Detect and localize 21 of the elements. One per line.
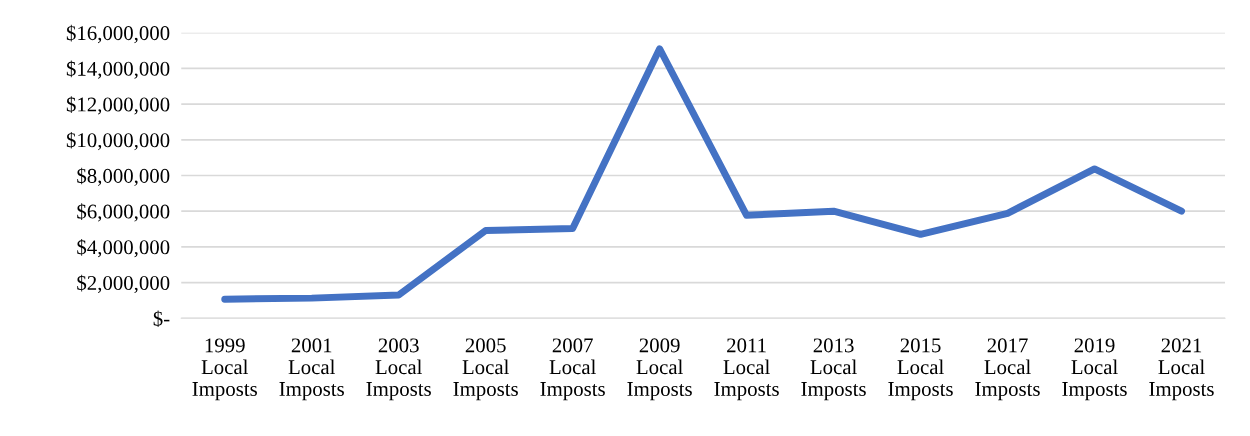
x-tick-label: 2003 Local Imposts — [366, 338, 431, 401]
x-tick-label: 2017 Local Imposts — [975, 338, 1040, 401]
y-tick-label: $16,000,000 — [66, 24, 170, 44]
y-tick-label: $14,000,000 — [66, 60, 170, 79]
y-tick-label: $- — [153, 310, 170, 328]
x-tick-label: 2015 Local Imposts — [888, 338, 953, 401]
x-tick-label: 2011 Local Imposts — [714, 338, 779, 401]
y-tick-label: $8,000,000 — [77, 167, 170, 186]
x-tick-label: 2013 Local Imposts — [801, 338, 866, 401]
x-tick-label: 2009 Local Imposts — [627, 338, 692, 401]
x-tick-label: 2007 Local Imposts — [540, 338, 605, 401]
x-tick-label: 2019 Local Imposts — [1062, 338, 1127, 401]
y-tick-label: $2,000,000 — [77, 274, 170, 294]
y-tick-label: $12,000,000 — [66, 96, 170, 115]
x-tick-label: 2001 Local Imposts — [279, 338, 344, 401]
y-tick-label: $10,000,000 — [66, 131, 170, 151]
x-tick-label: 2005 Local Imposts — [453, 338, 518, 401]
x-tick-label: 1999 Local Imposts — [192, 338, 257, 401]
y-tick-label: $6,000,000 — [77, 203, 170, 222]
x-tick-label: 2021 Local Imposts — [1149, 338, 1214, 401]
y-tick-label: $4,000,000 — [77, 239, 170, 258]
